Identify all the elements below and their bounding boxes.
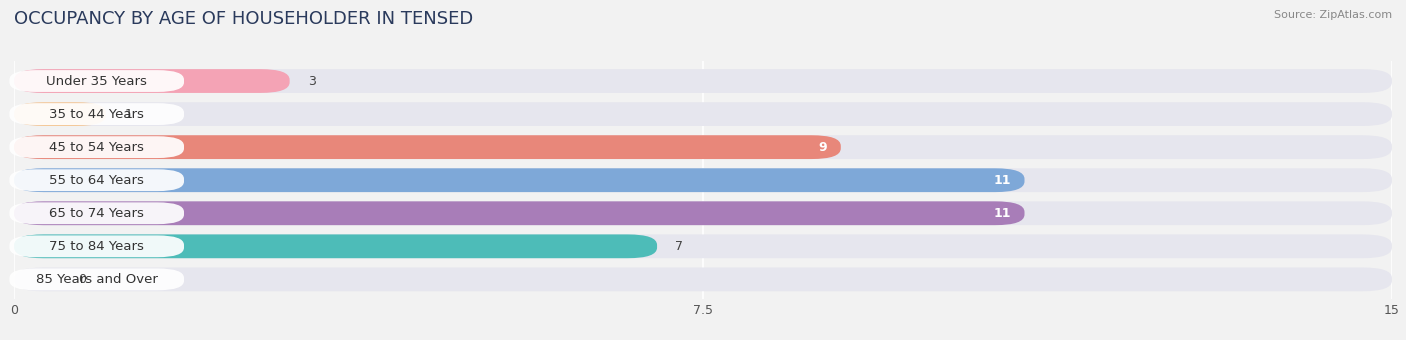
Text: 35 to 44 Years: 35 to 44 Years bbox=[49, 107, 145, 121]
FancyBboxPatch shape bbox=[14, 102, 1392, 126]
FancyBboxPatch shape bbox=[10, 103, 184, 125]
FancyBboxPatch shape bbox=[10, 136, 184, 158]
Text: 1: 1 bbox=[124, 107, 132, 121]
FancyBboxPatch shape bbox=[14, 201, 1392, 225]
FancyBboxPatch shape bbox=[14, 135, 841, 159]
Text: 85 Years and Over: 85 Years and Over bbox=[35, 273, 157, 286]
FancyBboxPatch shape bbox=[14, 135, 1392, 159]
Text: 45 to 54 Years: 45 to 54 Years bbox=[49, 141, 145, 154]
Text: 11: 11 bbox=[993, 174, 1011, 187]
FancyBboxPatch shape bbox=[14, 201, 1025, 225]
Text: OCCUPANCY BY AGE OF HOUSEHOLDER IN TENSED: OCCUPANCY BY AGE OF HOUSEHOLDER IN TENSE… bbox=[14, 10, 474, 28]
Text: 7: 7 bbox=[675, 240, 683, 253]
Text: 11: 11 bbox=[993, 207, 1011, 220]
Text: 9: 9 bbox=[818, 141, 827, 154]
FancyBboxPatch shape bbox=[10, 202, 184, 224]
FancyBboxPatch shape bbox=[14, 234, 657, 258]
FancyBboxPatch shape bbox=[14, 102, 105, 126]
Text: 3: 3 bbox=[308, 74, 316, 87]
FancyBboxPatch shape bbox=[14, 69, 1392, 93]
FancyBboxPatch shape bbox=[14, 168, 1392, 192]
Text: Source: ZipAtlas.com: Source: ZipAtlas.com bbox=[1274, 10, 1392, 20]
Text: 0: 0 bbox=[79, 273, 86, 286]
FancyBboxPatch shape bbox=[14, 69, 290, 93]
FancyBboxPatch shape bbox=[14, 268, 1392, 291]
Text: 55 to 64 Years: 55 to 64 Years bbox=[49, 174, 145, 187]
FancyBboxPatch shape bbox=[14, 168, 1025, 192]
Text: 75 to 84 Years: 75 to 84 Years bbox=[49, 240, 145, 253]
FancyBboxPatch shape bbox=[10, 235, 184, 257]
FancyBboxPatch shape bbox=[10, 169, 184, 191]
FancyBboxPatch shape bbox=[10, 70, 184, 92]
FancyBboxPatch shape bbox=[14, 234, 1392, 258]
Text: 65 to 74 Years: 65 to 74 Years bbox=[49, 207, 145, 220]
FancyBboxPatch shape bbox=[10, 269, 184, 290]
Text: Under 35 Years: Under 35 Years bbox=[46, 74, 148, 87]
